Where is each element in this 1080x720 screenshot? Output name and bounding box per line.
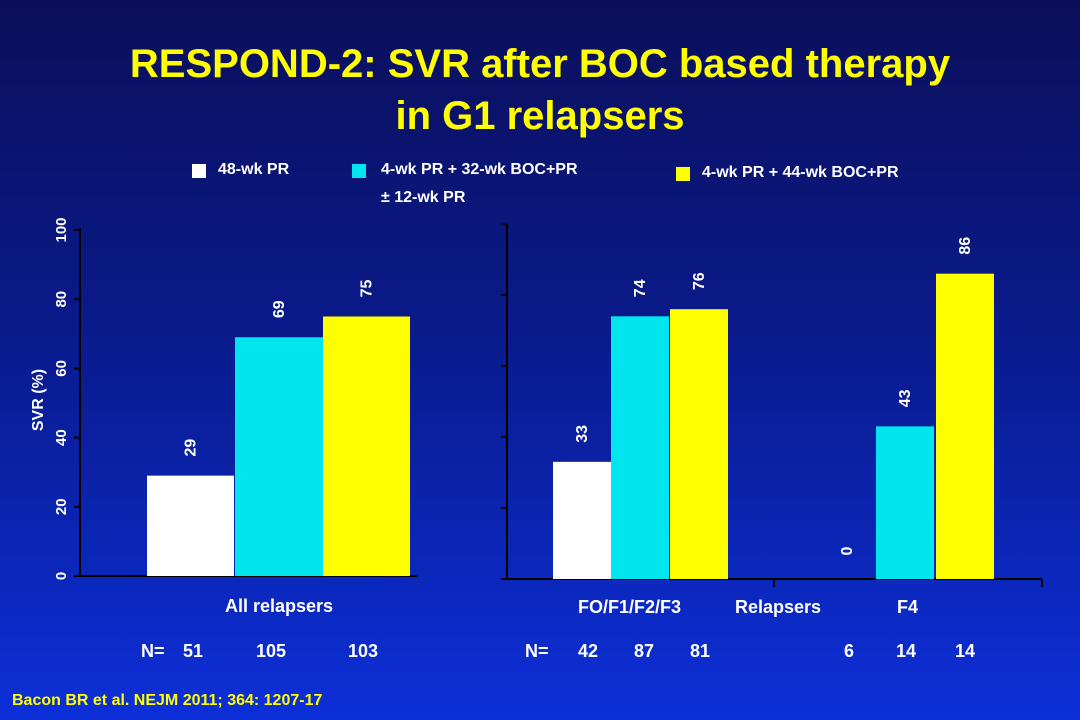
- right-bar-value-label-2-3: 86: [957, 237, 974, 255]
- left-y-axis-label: SVR (%): [30, 369, 47, 431]
- right-n-value-4: 6: [844, 641, 855, 661]
- right-bar-value-label-1-3: 76: [691, 272, 708, 290]
- right-n-value-6: 14: [955, 641, 976, 661]
- left-bar-value-label-1: 29: [183, 439, 200, 457]
- left-bar-value-label-2: 69: [271, 300, 288, 318]
- title-line-2: in G1 relapsers: [395, 94, 685, 138]
- left-x-axis-label: All relapsers: [225, 596, 334, 616]
- right-n-prefix: N=: [525, 641, 549, 661]
- left-bar-2: [235, 337, 323, 576]
- right-bar-value-label-2-2: 43: [897, 389, 914, 407]
- right-n-value-3: 81: [690, 641, 711, 661]
- citation: Bacon BR et al. NEJM 2011; 364: 1207-17: [12, 692, 323, 709]
- left-y-tick-label: 100: [53, 217, 70, 242]
- right-bar-2-3: [936, 273, 994, 579]
- left-n-value-3: 103: [348, 641, 379, 661]
- legend-swatch-44wk-boc: [676, 167, 690, 181]
- legend-label-48wk-pr: 48-wk PR: [218, 161, 290, 178]
- right-n-value-2: 87: [634, 641, 655, 661]
- legend-swatch-32wk-boc: [352, 164, 366, 178]
- legend-label-44wk-boc: 4-wk PR + 44-wk BOC+PR: [702, 164, 899, 181]
- left-n-value-2: 105: [256, 641, 287, 661]
- legend-label-32wk-boc: 4-wk PR + 32-wk BOC+PR: [381, 161, 578, 178]
- right-bar-value-label-2-1: 0: [839, 546, 856, 555]
- left-bar-value-label-3: 75: [359, 280, 376, 298]
- right-bar-value-label-1-2: 74: [632, 279, 649, 297]
- legend-label-32wk-boc-line2: ± 12-wk PR: [381, 189, 466, 206]
- right-x-label-f4: F4: [897, 597, 919, 617]
- left-y-tick-label: 80: [53, 291, 70, 308]
- right-x-label-f0-f3: FO/F1/F2/F3: [578, 597, 682, 617]
- right-bar-1-1: [553, 461, 611, 579]
- left-y-tick-label: 40: [53, 429, 70, 446]
- right-bar-1-3: [670, 309, 728, 579]
- right-n-value-1: 42: [578, 641, 599, 661]
- left-bar-1: [147, 475, 234, 576]
- legend-swatch-48wk-pr: [192, 164, 206, 178]
- right-bar-value-label-1-1: 33: [574, 425, 591, 443]
- left-bar-3: [323, 316, 410, 576]
- left-n-value-1: 51: [183, 641, 204, 661]
- left-n-prefix: N=: [141, 641, 165, 661]
- title-line-1: RESPOND-2: SVR after BOC based therapy: [129, 42, 951, 86]
- left-y-tick-label: 0: [53, 572, 70, 580]
- page-title: RESPOND-2: SVR after BOC based therapy i…: [0, 38, 1080, 142]
- right-bar-1-2: [611, 316, 669, 579]
- left-y-tick-label: 20: [53, 498, 70, 515]
- right-bar-2-2: [876, 426, 934, 579]
- right-x-label-relapsers: Relapsers: [735, 597, 822, 617]
- right-n-value-5: 14: [896, 641, 917, 661]
- left-y-tick-label: 60: [53, 360, 70, 377]
